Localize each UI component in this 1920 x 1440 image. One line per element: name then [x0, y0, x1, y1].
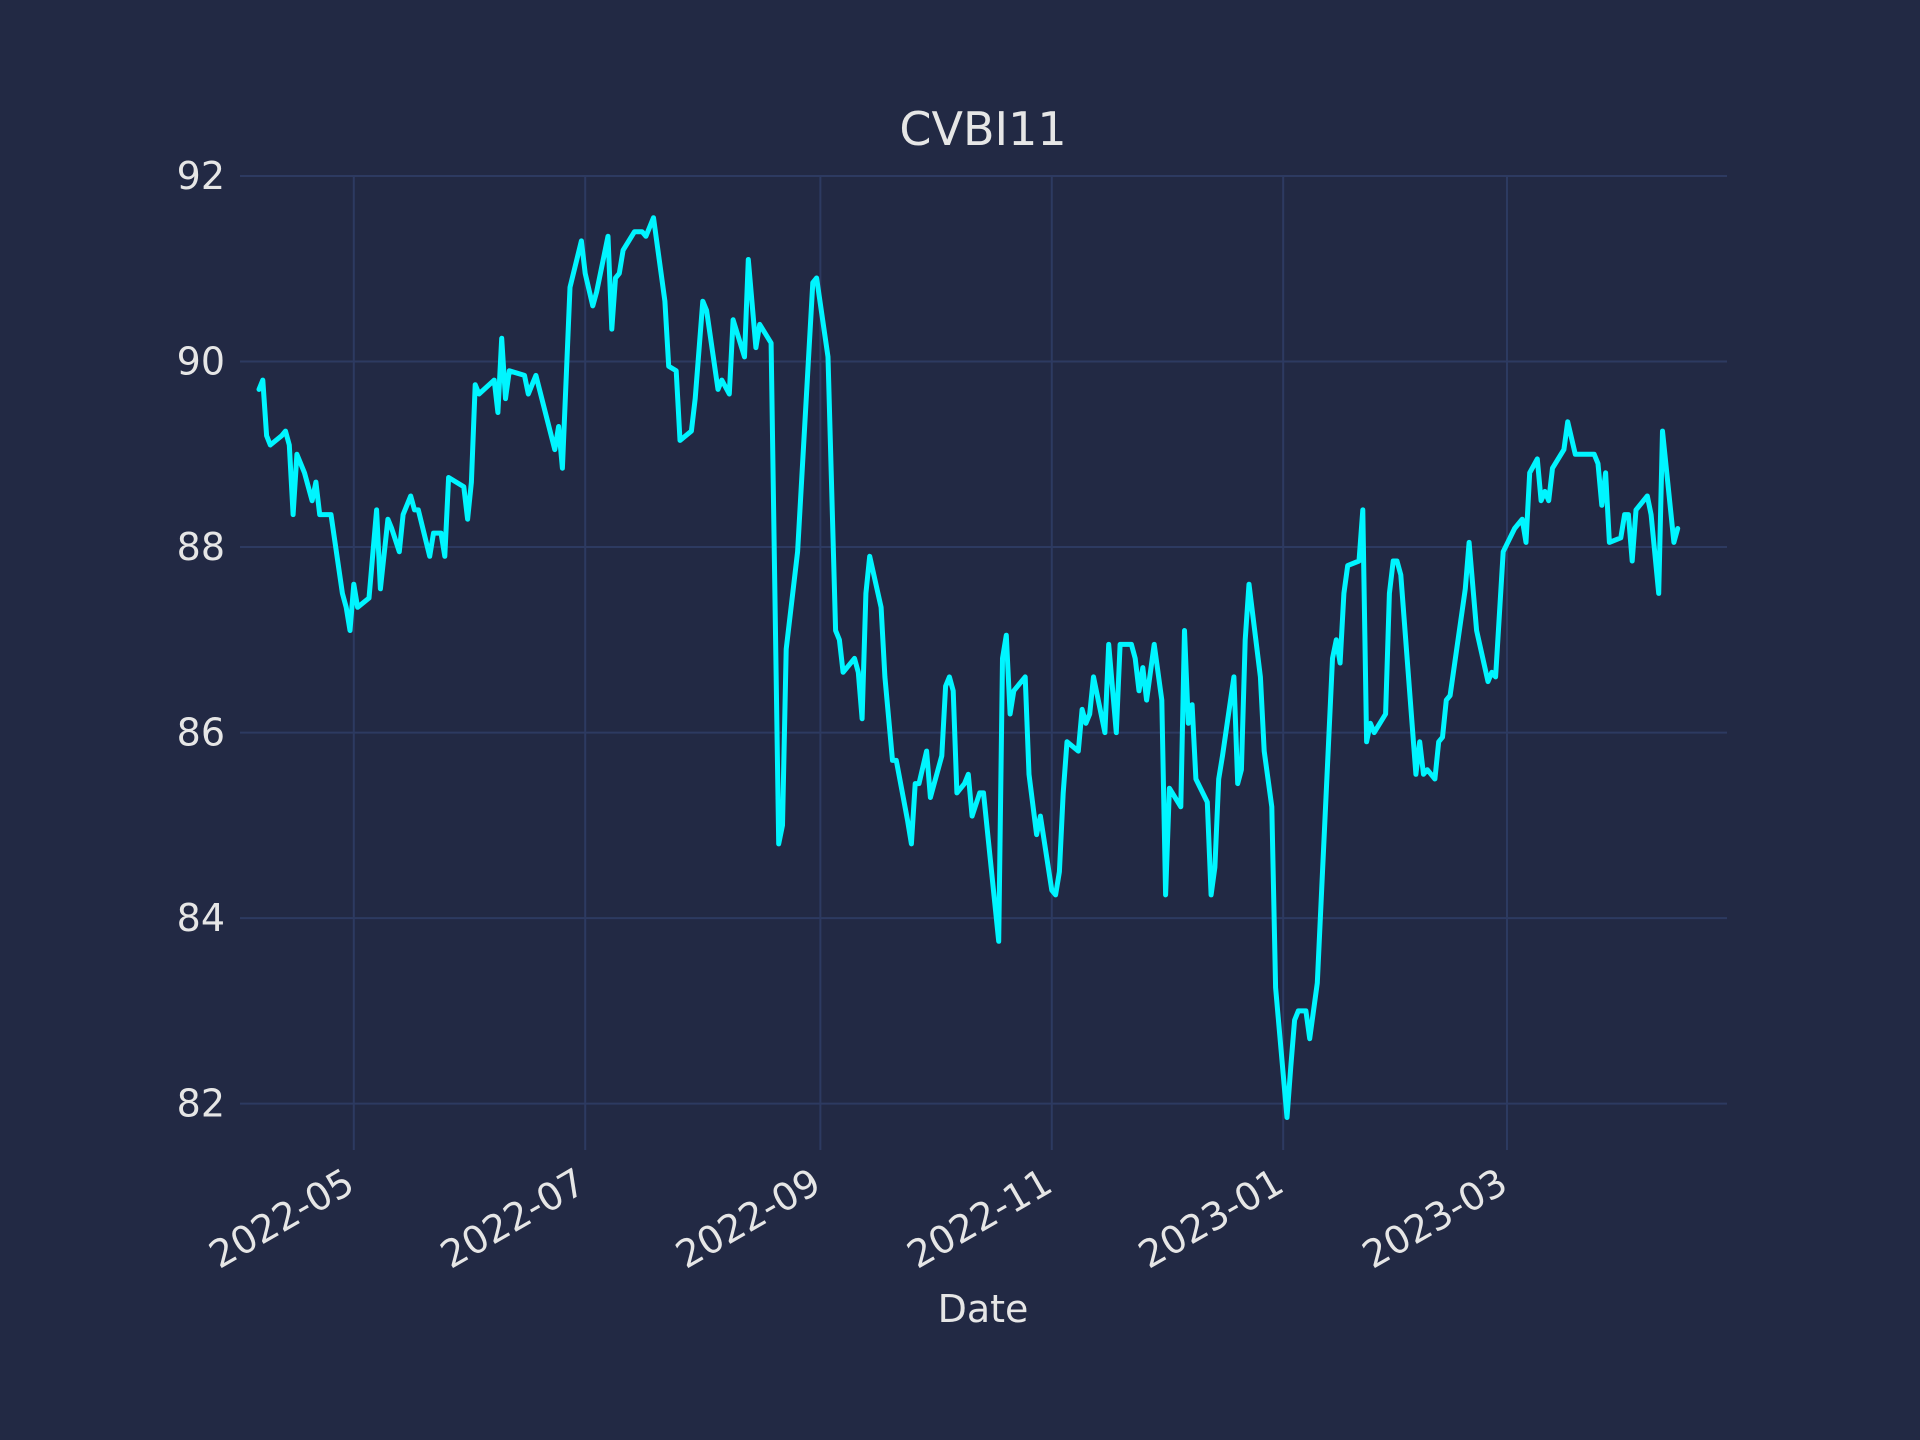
x-axis-label: Date	[938, 1287, 1029, 1331]
y-gridlines	[240, 175, 1727, 1105]
series-line	[256, 215, 1681, 1120]
y-tick-label: 86	[177, 711, 225, 755]
x-gridlines	[352, 176, 1508, 1150]
chart-title: CVBI11	[899, 102, 1066, 156]
y-tick-label: 88	[177, 525, 225, 569]
y-tick-label: 92	[177, 154, 225, 198]
y-tick-labels: 82 84 86 88 90 92	[177, 154, 225, 1126]
series-layer	[256, 215, 1681, 1120]
y-tick-label: 82	[177, 1082, 225, 1126]
y-tick-label: 84	[177, 896, 225, 940]
y-tick-label: 90	[177, 340, 225, 384]
